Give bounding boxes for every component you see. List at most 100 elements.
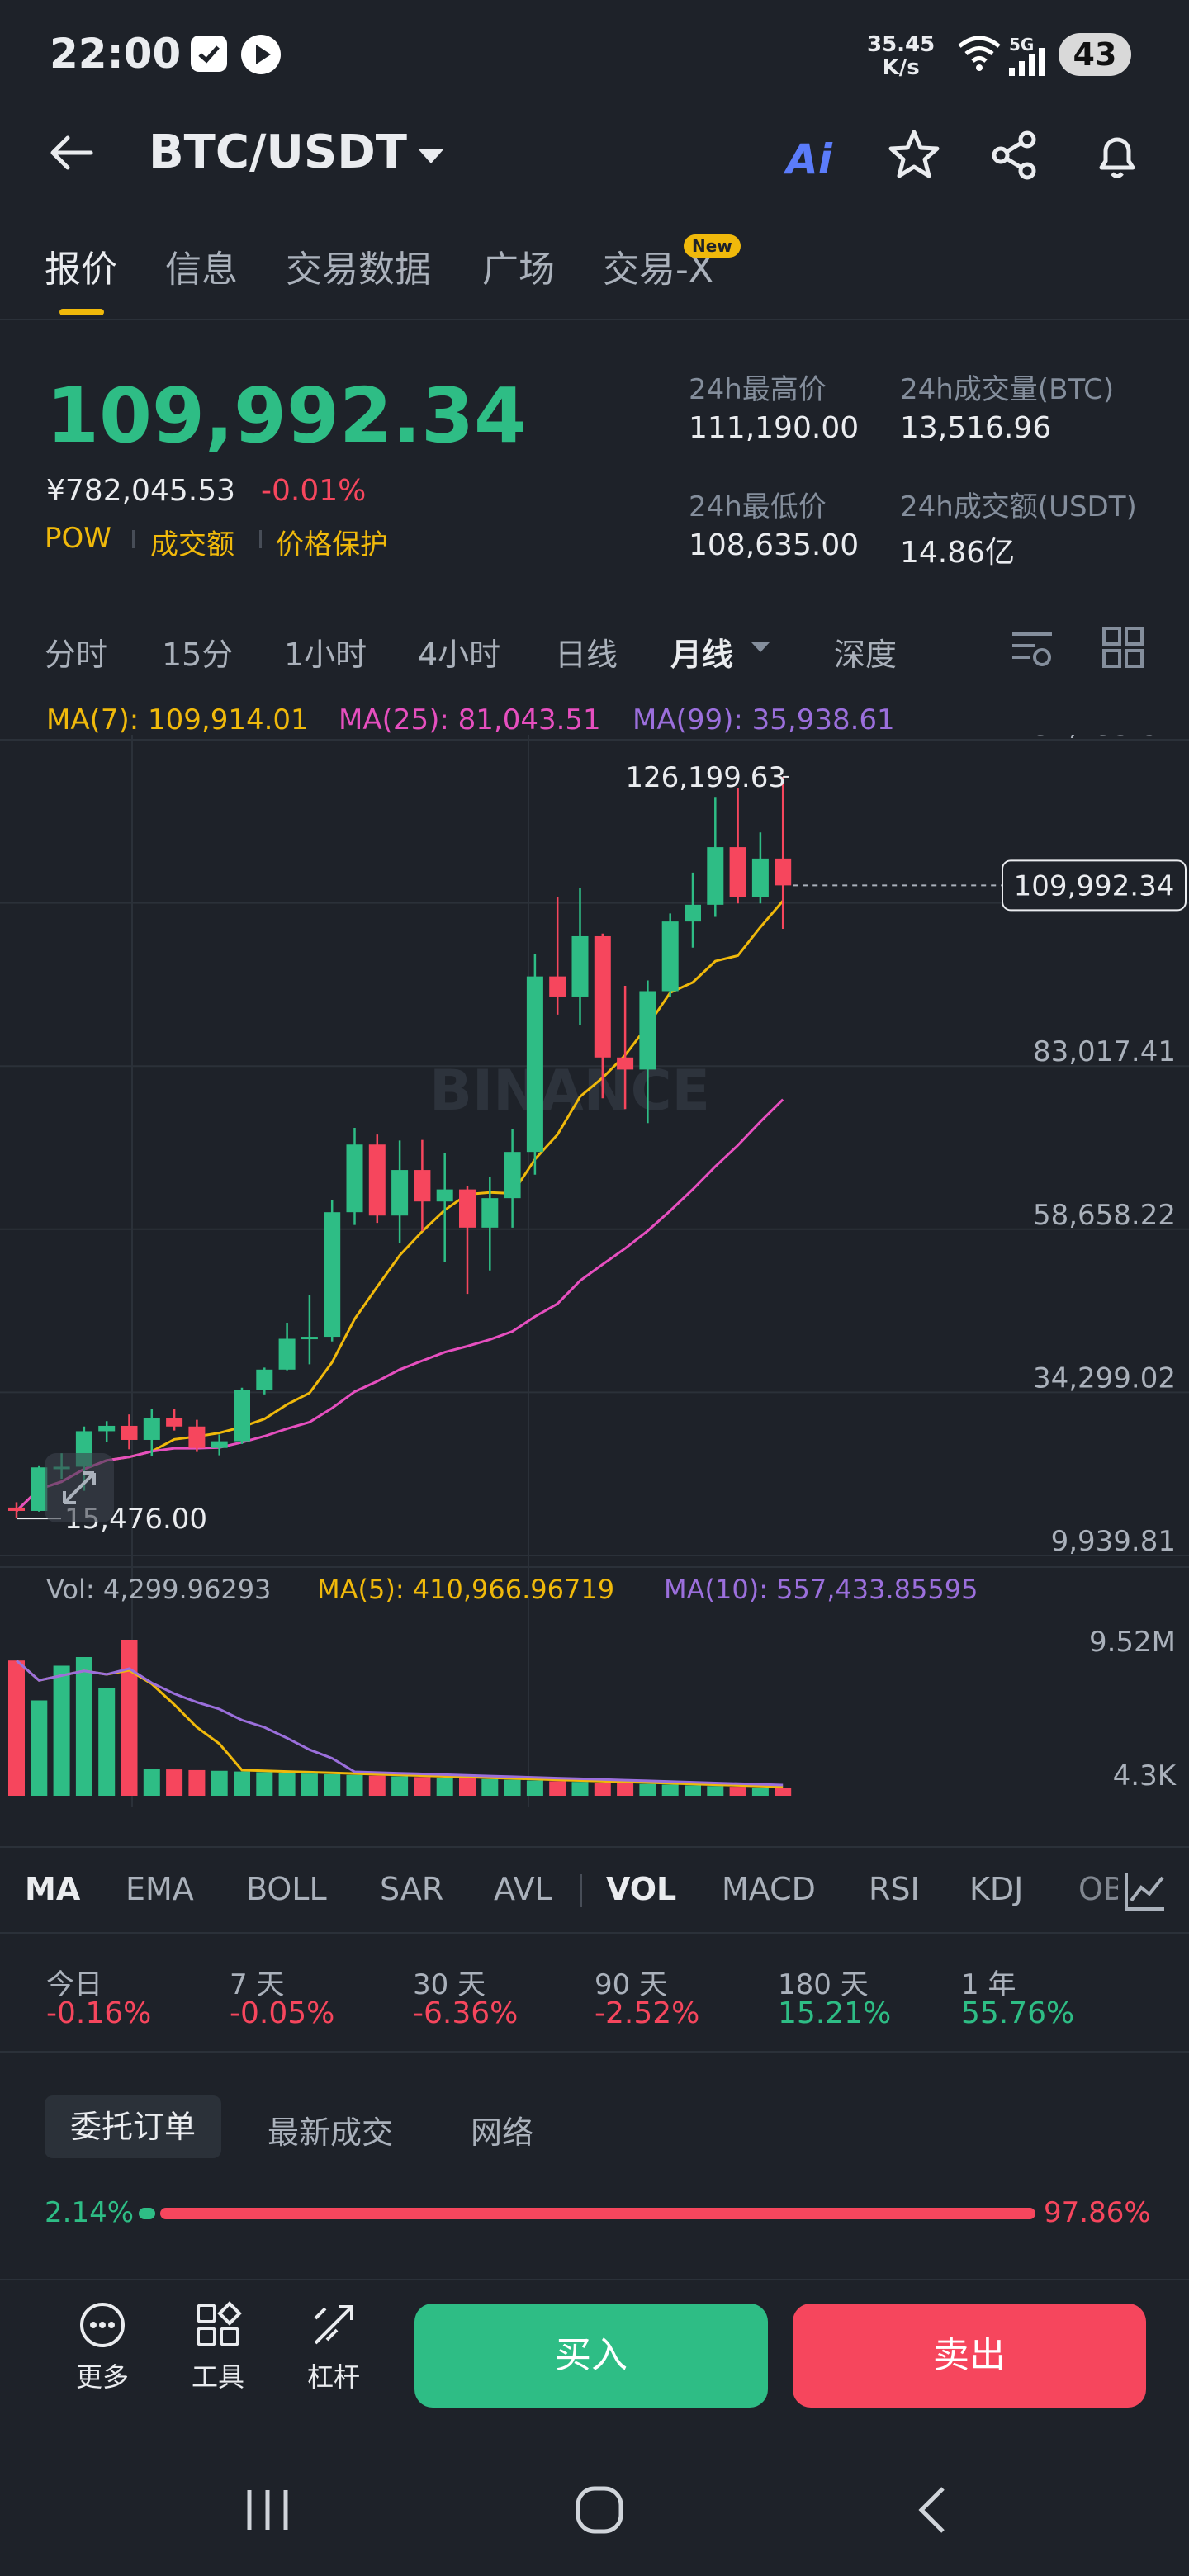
- tag-separator: [259, 530, 262, 548]
- leverage-label: 杠杆: [306, 2361, 360, 2393]
- volume-bar: [75, 1657, 92, 1796]
- interval-1h[interactable]: 1小时: [284, 637, 367, 673]
- candle-body: [234, 1390, 250, 1442]
- ai-assistant-icon[interactable]: Ai: [786, 135, 832, 183]
- volume-bar: [729, 1787, 746, 1796]
- price-axis-label: 58,658.22: [1033, 1199, 1176, 1232]
- interval-15m[interactable]: 15分: [162, 637, 234, 673]
- volume-panel: 9.52M 4.3K 2023-04-01 08:00 2024-09-01 08:0…: [5, 1626, 1177, 1808]
- share-icon[interactable]: [988, 128, 1042, 186]
- candle-body: [751, 858, 769, 897]
- indicator-settings-icon[interactable]: [1009, 626, 1055, 675]
- tab-active-indicator: [59, 309, 104, 315]
- leverage-button[interactable]: 杠杆: [292, 2300, 375, 2394]
- tools-button[interactable]: 工具: [177, 2300, 259, 2394]
- chevron-down-icon[interactable]: [750, 641, 771, 657]
- tab-quote[interactable]: 报价: [45, 249, 117, 291]
- tab-trading-data[interactable]: 交易数据: [286, 249, 431, 291]
- indicator-separator: [580, 1874, 582, 1907]
- sell-ratio: 97.86%: [1044, 2196, 1151, 2229]
- volume-legend: Vol: 4,299.96293: [46, 1574, 272, 1605]
- more-button[interactable]: 更多: [61, 2300, 144, 2394]
- back-arrow-icon[interactable]: [46, 132, 96, 177]
- indicator-rsi[interactable]: RSI: [869, 1871, 920, 1907]
- price-axis-label: 34,299.02: [1033, 1361, 1176, 1395]
- interval-daily[interactable]: 日线: [555, 637, 618, 673]
- home-icon[interactable]: [573, 2484, 626, 2540]
- volume-bar: [775, 1788, 792, 1796]
- ma7-legend: MA(7): 109,914.01: [46, 703, 309, 736]
- layout-grid-icon[interactable]: [1101, 626, 1144, 672]
- price-chart[interactable]: BINANCE 131,735.8283,017.4158,658.2234,2…: [0, 735, 1189, 1808]
- interval-monthly[interactable]: 月线: [670, 637, 734, 673]
- tab-square[interactable]: 广场: [482, 249, 555, 291]
- tab-latest-trades[interactable]: 最新成交: [268, 2114, 394, 2151]
- vol-usdt-label: 24h成交额(USDT): [900, 490, 1137, 523]
- candle-body: [8, 1507, 25, 1511]
- recent-apps-icon[interactable]: [241, 2487, 294, 2536]
- price-change-percent: -0.01%: [261, 474, 367, 508]
- indicator-boll[interactable]: BOLL: [246, 1871, 327, 1907]
- vol-btc-label: 24h成交量(BTC): [900, 373, 1115, 406]
- volume-axis-label: 4.3K: [1113, 1759, 1177, 1792]
- volume-bar: [617, 1783, 634, 1796]
- indicator-ema[interactable]: EMA: [126, 1871, 194, 1907]
- tag-price-protection[interactable]: 价格保护: [276, 528, 388, 561]
- status-clock: 22:00: [50, 30, 182, 78]
- chevron-down-icon[interactable]: [416, 147, 446, 168]
- candle-body: [414, 1170, 431, 1202]
- tab-info[interactable]: 信息: [165, 249, 238, 291]
- indicator-sar[interactable]: SAR: [380, 1871, 444, 1907]
- network-speed: 35.45 K/s: [867, 33, 935, 79]
- volume-bar: [234, 1771, 250, 1796]
- tag-turnover[interactable]: 成交额: [150, 528, 234, 561]
- ma25-legend: MA(25): 81,043.51: [339, 703, 601, 736]
- buy-button[interactable]: 买入: [414, 2304, 768, 2408]
- tools-label: 工具: [191, 2361, 244, 2393]
- current-price-box: [1002, 859, 1187, 912]
- candle-body: [707, 847, 724, 905]
- candle-body: [549, 976, 566, 997]
- expand-chart-button[interactable]: [45, 1453, 114, 1522]
- interval-4h[interactable]: 4小时: [418, 637, 501, 673]
- indicator-ma[interactable]: MA: [25, 1871, 81, 1907]
- volume-ma5-legend: MA(5): 410,966.96719: [317, 1574, 615, 1605]
- speed-unit: K/s: [882, 55, 920, 80]
- indicator-vol[interactable]: VOL: [606, 1871, 677, 1907]
- back-nav-icon[interactable]: [913, 2485, 950, 2538]
- high-value: 111,190.00: [689, 411, 860, 445]
- star-icon[interactable]: [887, 128, 941, 186]
- tag-pow[interactable]: POW: [45, 522, 111, 555]
- bell-icon[interactable]: [1090, 128, 1144, 186]
- interval-time-sharing[interactable]: 分时: [45, 637, 108, 673]
- last-price: 109,992.34: [46, 372, 528, 460]
- perf-180d-value: 15.21%: [778, 1996, 892, 2030]
- indicator-obv[interactable]: OBV: [1078, 1871, 1118, 1907]
- more-label: 更多: [75, 2361, 129, 2393]
- volume-bar: [346, 1774, 363, 1796]
- battery-indicator: 43: [1059, 33, 1131, 76]
- candle-body: [121, 1425, 138, 1440]
- volume-bar: [368, 1775, 386, 1796]
- candle-body: [617, 1057, 634, 1070]
- price-axis-label: 9,939.81: [1051, 1525, 1176, 1558]
- perf-7d-label: 7 天: [230, 1968, 285, 2001]
- tab-order-book[interactable]: 委托订单: [45, 2095, 221, 2158]
- volume-bar: [8, 1660, 25, 1796]
- x-tick-label: 2023-04-01 08:00: [5, 1807, 258, 1808]
- high-label: 24h最高价: [689, 373, 827, 406]
- tab-network[interactable]: 网络: [471, 2114, 534, 2151]
- indicator-kdj[interactable]: KDJ: [969, 1871, 1024, 1907]
- indicator-macd[interactable]: MACD: [722, 1871, 816, 1907]
- interval-depth[interactable]: 深度: [834, 637, 898, 673]
- volume-bar: [594, 1783, 611, 1796]
- candle-body: [166, 1418, 183, 1427]
- indicator-chart-icon[interactable]: [1121, 1868, 1168, 1917]
- indicator-avl[interactable]: AVL: [494, 1871, 552, 1907]
- sell-button[interactable]: 卖出: [793, 2304, 1146, 2408]
- pair-title[interactable]: BTC/USDT: [149, 125, 407, 179]
- volume-bar: [459, 1778, 476, 1796]
- volume-bar: [53, 1665, 70, 1796]
- buy-ratio-bar: [139, 2208, 155, 2219]
